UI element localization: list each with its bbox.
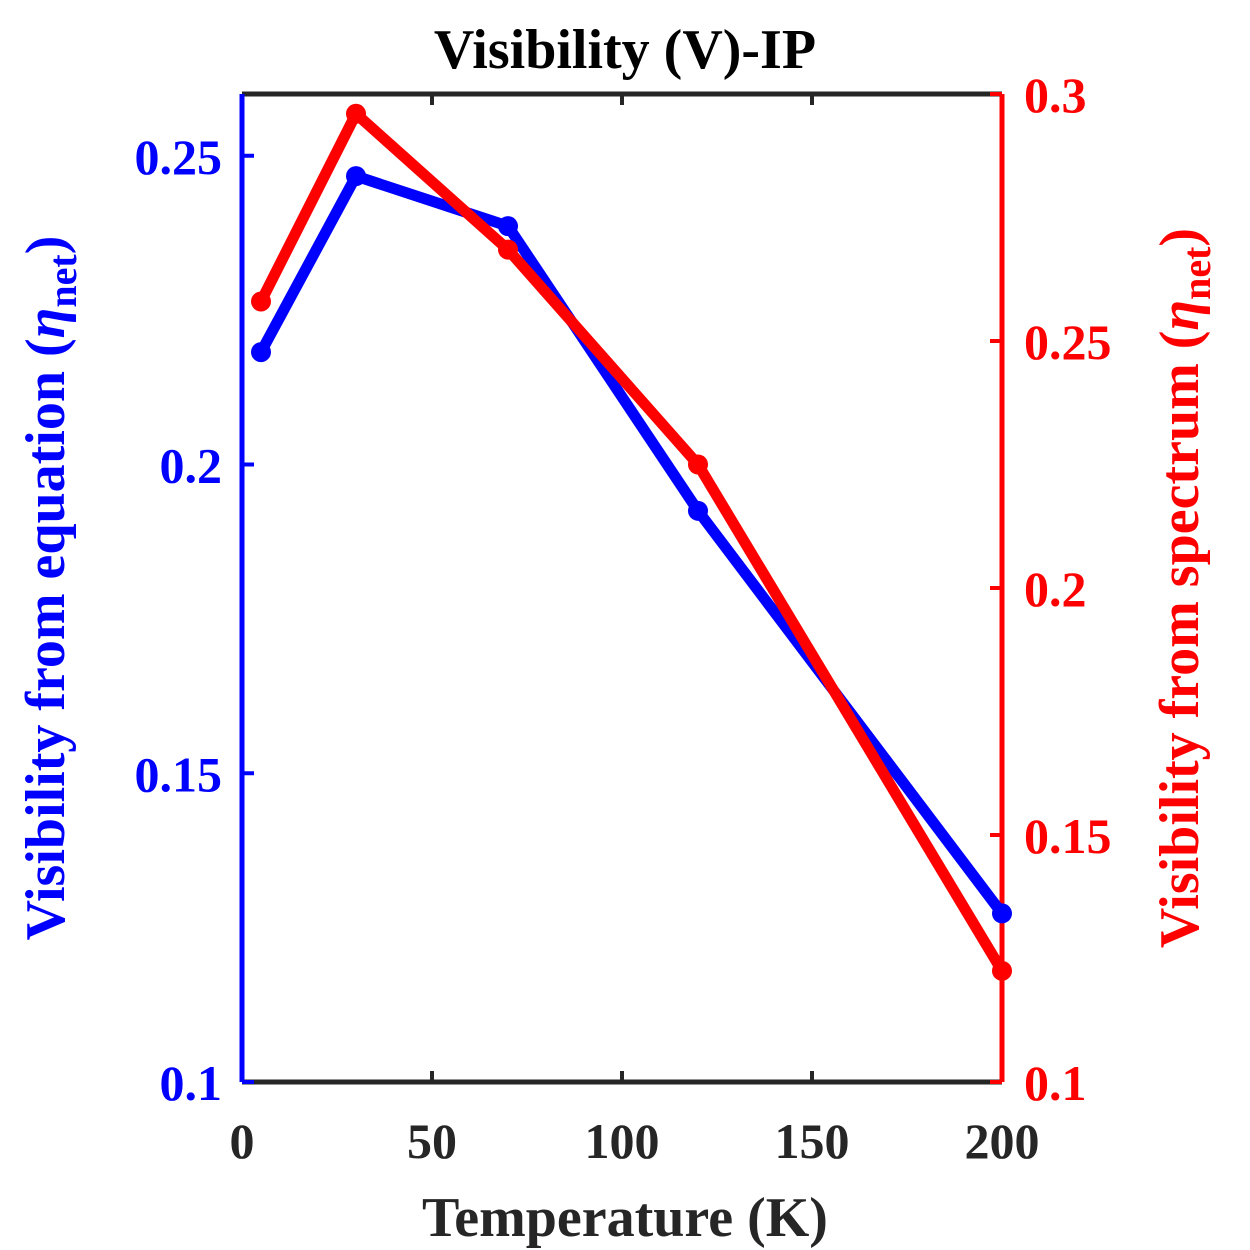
right-series-point — [251, 291, 271, 312]
series-layer — [251, 103, 1012, 981]
left-y-tick-label: 0.2 — [160, 438, 223, 494]
right-y-tick-label: 0.1 — [1024, 1055, 1087, 1111]
x-tick-label: 50 — [407, 1113, 457, 1169]
right-y-label-sub: net — [1174, 246, 1219, 300]
right-y-axis-label: Visibility from spectrum (ηnet) — [1149, 228, 1219, 948]
right-y-tick-label: 0.2 — [1024, 561, 1087, 617]
right-y-label-suffix: ) — [1149, 228, 1211, 247]
right-y-label-prefix: Visibility from spectrum ( — [1149, 331, 1211, 948]
x-tick-label: 0 — [230, 1113, 255, 1169]
right-series-point — [992, 960, 1012, 981]
x-tick-label: 100 — [585, 1113, 660, 1169]
x-tick-label: 200 — [965, 1113, 1040, 1169]
right-series-point — [688, 454, 708, 475]
left-y-label-symbol: η — [15, 308, 77, 339]
left-series-point — [346, 166, 366, 187]
right-y-tick-label: 0.15 — [1024, 808, 1112, 864]
right-series-point — [498, 239, 518, 260]
left-y-tick-label: 0.15 — [135, 746, 223, 802]
left-y-label-suffix: ) — [15, 236, 77, 255]
left-y-axis: 0.1 0.15 0.2 0.25 — [135, 94, 254, 1111]
chart-title: Visibility (V)-IP — [434, 19, 816, 81]
right-y-label-symbol: η — [1149, 300, 1211, 331]
left-series-point — [992, 903, 1012, 924]
left-series-point — [688, 500, 708, 521]
left-y-tick-label: 0.25 — [135, 129, 223, 185]
left-y-tick-label: 0.1 — [160, 1055, 223, 1111]
x-axis-label: Temperature (K) — [422, 1187, 828, 1249]
x-axis: 0 50 100 150 200 — [230, 94, 1040, 1169]
left-series-point — [251, 342, 271, 363]
right-series-point — [346, 103, 366, 124]
left-y-axis-label: Visibility from equation (ηnet) — [15, 236, 85, 941]
x-tick-label: 150 — [775, 1113, 850, 1169]
right-y-tick-label: 0.25 — [1024, 314, 1112, 370]
left-y-label-sub: net — [40, 254, 85, 308]
right-y-tick-label: 0.3 — [1024, 67, 1087, 123]
left-series-point — [498, 216, 518, 237]
left-y-label-prefix: Visibility from equation ( — [15, 338, 77, 940]
